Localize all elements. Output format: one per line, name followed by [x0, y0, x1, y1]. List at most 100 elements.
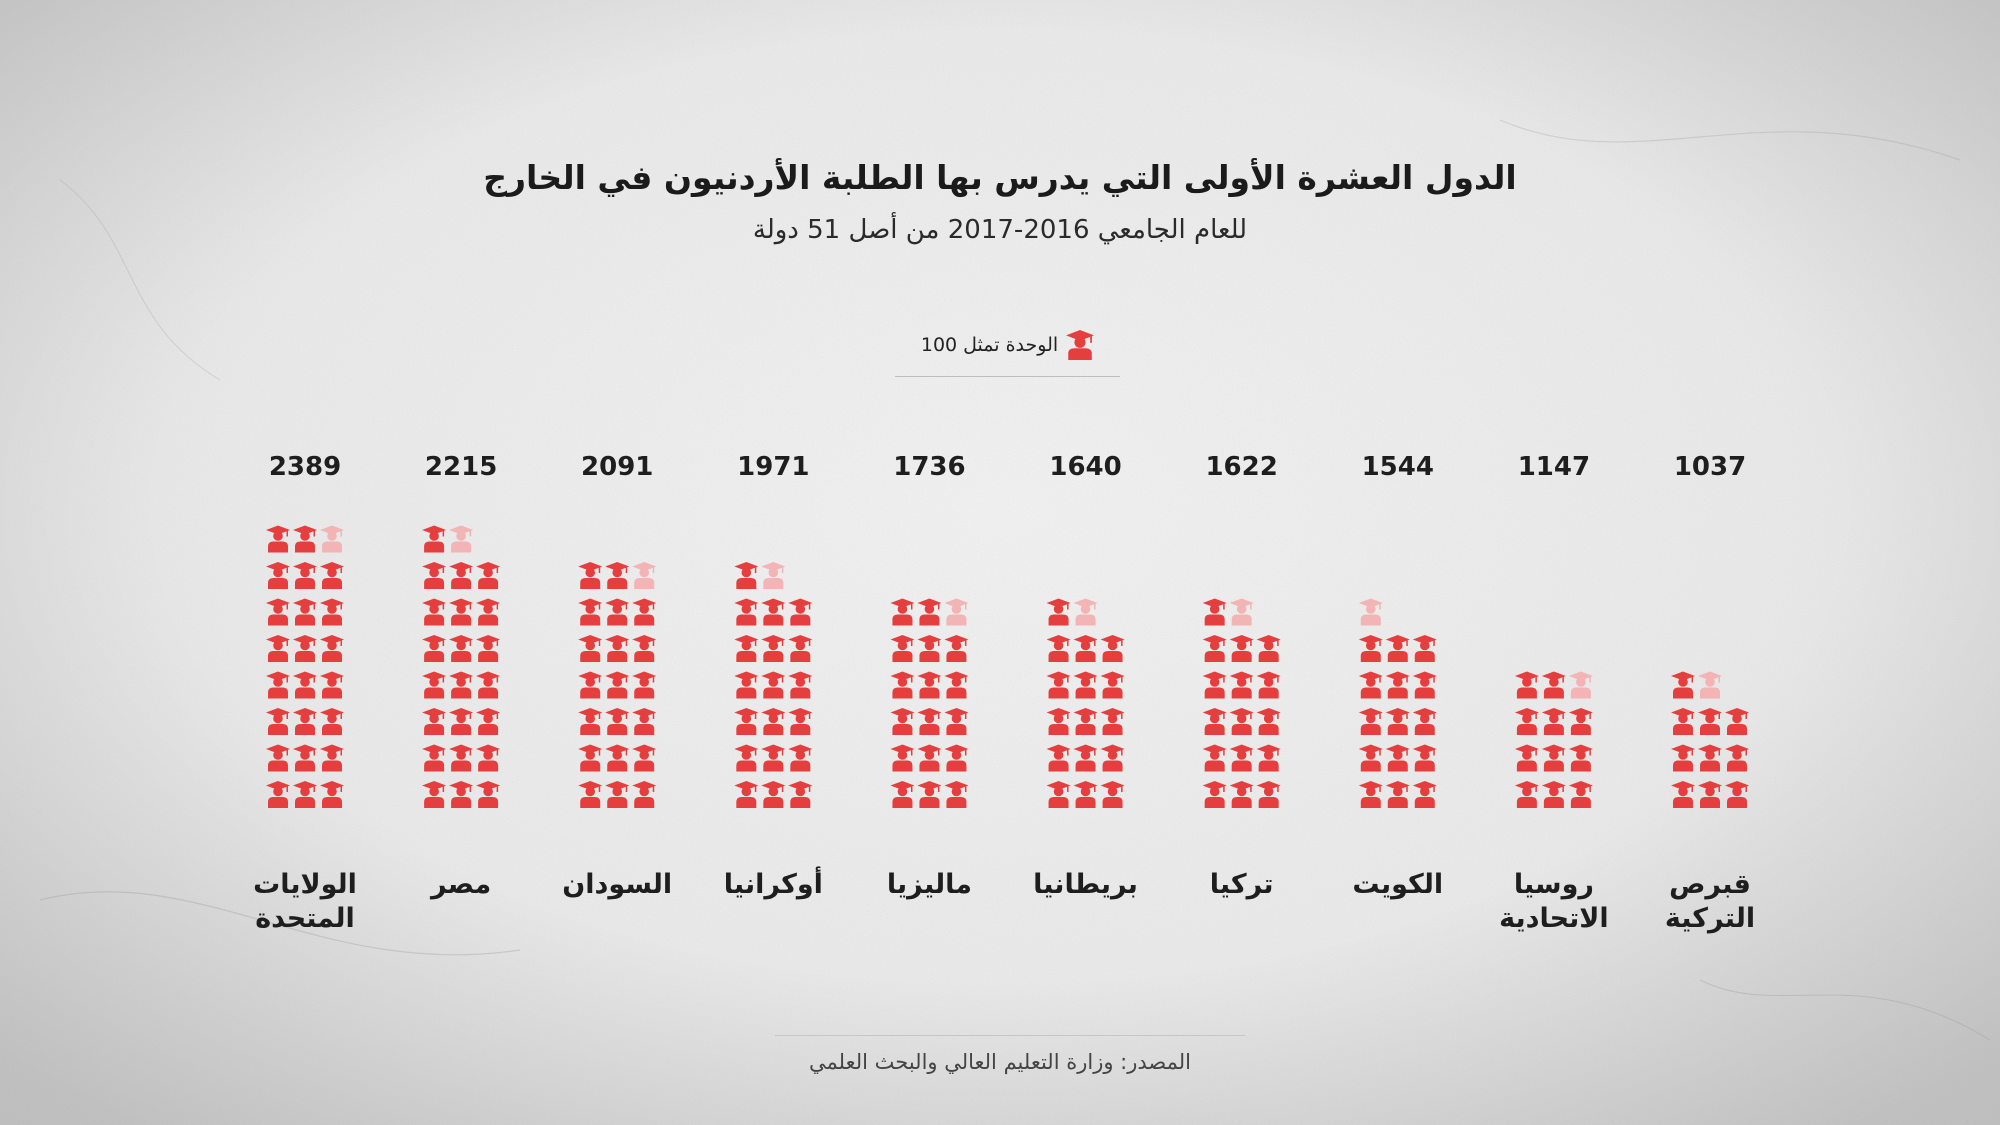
value-label: 1736: [893, 452, 965, 482]
graduate-icon: [1229, 708, 1254, 735]
graduate-icon: [578, 781, 603, 808]
graduate-icon: [788, 598, 813, 626]
graduate-icon: [605, 598, 630, 626]
graduate-icon: [320, 598, 344, 626]
graduate-icon: [476, 671, 501, 699]
graduate-icon: [761, 708, 786, 735]
graduate-icon: [917, 671, 942, 699]
graduate-icon-partial: [1358, 598, 1383, 626]
value-label: 1971: [737, 452, 809, 482]
graduate-icon: [1385, 708, 1410, 735]
graduate-icon: [1412, 671, 1437, 699]
graduate-icon: [1256, 744, 1281, 772]
graduate-icon: [605, 562, 630, 589]
graduate-icon: [1100, 744, 1125, 772]
category-label: روسيا: [1514, 869, 1594, 900]
graduate-icon: [1385, 744, 1410, 772]
graduate-icon: [1514, 671, 1539, 699]
graduate-icon: [422, 744, 447, 772]
graduate-icon: [1256, 781, 1281, 808]
graduate-icon: [293, 708, 317, 735]
graduate-icon: [734, 562, 759, 589]
graduate-icon: [917, 635, 942, 662]
graduate-icon: [578, 744, 603, 772]
graduate-icon-partial: [1698, 671, 1722, 699]
graduate-icon: [1725, 781, 1749, 808]
graduate-icon: [917, 598, 942, 626]
graduate-icon: [293, 525, 317, 553]
category-label: التركية: [1665, 903, 1755, 934]
graduate-icon: [734, 598, 759, 626]
graduate-icon: [605, 781, 630, 808]
graduate-icon-partial: [1568, 671, 1593, 699]
graduate-icon: [1256, 671, 1281, 699]
graduate-icon: [422, 671, 447, 699]
graduate-icon: [944, 781, 969, 808]
graduate-icon: [1412, 635, 1437, 662]
category-label: الاتحادية: [1499, 903, 1608, 934]
bar-group: 1622 تركيا: [1202, 452, 1281, 900]
graduate-icon: [449, 781, 474, 808]
graduate-icon: [734, 781, 759, 808]
value-label: 2091: [581, 452, 653, 482]
graduate-icon: [734, 671, 759, 699]
bar-group: 1544 الكويت: [1352, 452, 1443, 900]
graduate-icon: [1100, 708, 1125, 735]
graduate-icon: [788, 671, 813, 699]
graduate-icon: [422, 635, 447, 662]
graduate-icon: [449, 562, 474, 589]
graduate-icon: [605, 635, 630, 662]
graduate-icon: [449, 708, 474, 735]
category-label: مصر: [429, 869, 491, 900]
graduate-icon-partial: [1073, 598, 1098, 626]
graduate-icon: [266, 744, 290, 772]
graduate-icon: [890, 598, 915, 626]
graduate-icon: [1066, 330, 1095, 360]
graduate-icon-partial: [1229, 598, 1254, 626]
value-label: 1544: [1362, 452, 1434, 482]
graduate-icon: [266, 562, 290, 589]
graduate-icon: [1698, 708, 1722, 735]
graduate-icon: [1385, 781, 1410, 808]
graduate-icon: [1073, 708, 1098, 735]
graduate-icon: [1541, 781, 1566, 808]
graduate-icon: [266, 635, 290, 662]
graduate-icon: [1073, 781, 1098, 808]
graduate-icon: [1568, 744, 1593, 772]
graduate-icon: [1671, 671, 1695, 699]
category-label: أوكرانيا: [724, 866, 823, 900]
graduate-icon: [788, 708, 813, 735]
graduate-icon: [476, 562, 501, 589]
graduate-icon: [761, 598, 786, 626]
graduate-icon: [1412, 781, 1437, 808]
graduate-icon: [1725, 708, 1749, 735]
graduate-icon: [578, 562, 603, 589]
graduate-icon: [632, 708, 657, 735]
value-label: 2389: [269, 452, 341, 482]
graduate-icon: [605, 708, 630, 735]
graduate-icon: [944, 671, 969, 699]
graduate-icon: [1358, 635, 1383, 662]
graduate-icon: [632, 598, 657, 626]
category-label: قبرص: [1669, 869, 1751, 900]
graduate-icon: [1073, 635, 1098, 662]
graduate-icon: [890, 781, 915, 808]
graduate-icon: [1358, 671, 1383, 699]
value-label: 1147: [1518, 452, 1590, 482]
graduate-icon: [1256, 708, 1281, 735]
graduate-icon: [1046, 781, 1071, 808]
bar-group: 1971 أوكرانيا: [724, 452, 823, 900]
graduate-icon: [944, 635, 969, 662]
graduate-icon: [1073, 671, 1098, 699]
graduate-icon: [605, 671, 630, 699]
value-label: 1037: [1674, 452, 1746, 482]
graduate-icon: [293, 598, 317, 626]
graduate-icon: [422, 708, 447, 735]
graduate-icon: [1671, 708, 1695, 735]
graduate-icon: [734, 744, 759, 772]
category-label: السودان: [562, 869, 672, 900]
graduate-icon: [1073, 744, 1098, 772]
